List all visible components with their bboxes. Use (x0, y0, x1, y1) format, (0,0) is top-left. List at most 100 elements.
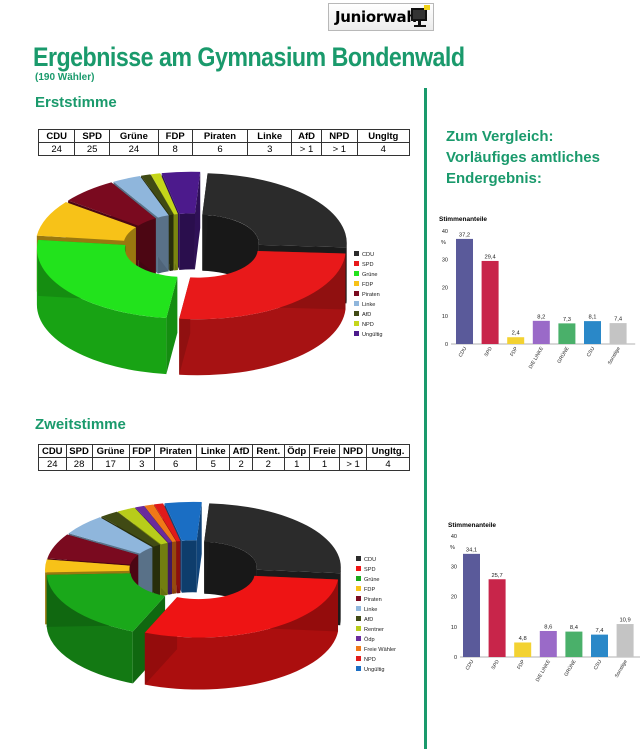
category-label: Sonstige (614, 659, 629, 679)
bar-die-linke (532, 320, 550, 344)
category-label: CSU (593, 659, 604, 671)
slice-top-face (161, 171, 201, 214)
slice-top-face (47, 534, 139, 565)
bar-grüne (558, 323, 576, 344)
category-label: GRÜNE (556, 345, 571, 365)
y-tick-label: 40 (442, 229, 448, 235)
category-label: SPD (490, 659, 501, 671)
bar-value-label: 7,4 (614, 317, 623, 323)
slice-outer-wall (179, 253, 346, 376)
legend-swatch (354, 321, 359, 326)
table-header-cell: AfD (229, 444, 253, 458)
zweitstimme-results-table: CDU SPD Grüne FDP Piraten Linke AfD Rent. Ödp Fre… (38, 444, 411, 471)
y-tick-label: 20 (442, 286, 448, 292)
bar-chart-title: Stimmenanteile (448, 522, 496, 529)
slice-top-face (46, 573, 166, 632)
bar-value-label: 10,9 (619, 618, 630, 624)
table-value-cell: 1 (283, 457, 310, 471)
table-value-cell: > 1 (321, 142, 358, 156)
category-label: CDU (458, 346, 469, 359)
table-value-cell: 24 (37, 142, 76, 156)
slice-top-face (144, 575, 339, 638)
slice-outer-wall (36, 248, 167, 375)
juniorwahl-logo: Juniorwahl (328, 3, 434, 31)
legend-label: Ungültig (362, 332, 383, 338)
donut-legend: CDU SPD Grüne FDP Piraten Linke AfD NPD Ungültig (354, 251, 383, 338)
slice-top-face (150, 173, 178, 215)
slice-end-cap (194, 171, 201, 270)
legend-label: AfD (362, 312, 371, 318)
legend-label: NPD (364, 657, 376, 663)
vote-share-bar-chart: Stimmenanteile 0 10 20 30 40% 34,1 CDU 25,7 SPD 4,… (448, 522, 640, 683)
donut-slice-spd (179, 250, 346, 376)
legend-label: Piraten (362, 292, 380, 298)
legend-swatch (354, 311, 359, 316)
legend-swatch (356, 666, 361, 671)
erststimme-results-table: CDU SPD Grüne FDP Piraten Linke AfD NPD Ungltg 2… (37, 129, 411, 156)
slice-top-face (68, 182, 156, 226)
legend-swatch (356, 586, 361, 591)
y-tick-label: 30 (451, 564, 457, 570)
slice-top-face (113, 176, 169, 218)
bar-cdu (456, 238, 473, 344)
computer-monitor-icon (411, 5, 430, 27)
category-label: CSU (586, 346, 597, 358)
bar-sonstige (616, 624, 634, 657)
erststimme-heading: Erststimme (35, 94, 117, 111)
comparison-line-1: Zum Vergleich: (446, 128, 554, 145)
slice-top-face (164, 501, 202, 541)
category-label: CDU (465, 659, 476, 672)
slice-inner-wall (181, 540, 197, 593)
legend-swatch (356, 636, 361, 641)
category-label: FDP (509, 345, 520, 357)
table-value-cell: 2 (229, 457, 253, 471)
slice-top-face (36, 239, 178, 319)
slice-inner-wall (179, 213, 195, 270)
slice-top-face (202, 173, 347, 248)
legend-swatch (354, 291, 359, 296)
slice-top-face (101, 511, 160, 547)
slice-top-face (36, 202, 136, 241)
table-value-cell: 6 (154, 457, 198, 471)
legend-label: SPD (362, 262, 374, 268)
vote-share-bar-chart: Stimmenanteile 0 10 20 30 40% 37,2 CDU 29,4 SPD 2,… (439, 216, 636, 370)
table-value-cell: 24 (108, 142, 159, 156)
donut-chart (36, 171, 347, 376)
bar-value-label: 8,6 (544, 624, 552, 630)
slice-top-face (153, 503, 181, 542)
bar-grüne (565, 631, 583, 657)
category-label: GRÜNE (563, 658, 578, 678)
legend-label: Linke (362, 302, 375, 308)
bar-value-label: 8,1 (588, 315, 596, 321)
table-value-cell: 3 (128, 457, 156, 471)
y-tick-label: 20 (451, 595, 457, 601)
bar-value-label: 7,4 (595, 628, 604, 634)
logo-text: Juniorwahl (335, 8, 422, 26)
bar-fdp (514, 642, 532, 657)
bar-sonstige (609, 323, 627, 344)
slice-top-face (179, 251, 346, 320)
bar-value-label: 7,3 (563, 317, 571, 323)
legend-swatch (354, 331, 359, 336)
legend-label: CDU (362, 252, 374, 258)
slice-outer-wall (340, 567, 341, 626)
legend-label: Piraten (364, 597, 382, 603)
y-tick-label: 0 (454, 655, 457, 661)
legend-swatch (354, 251, 359, 256)
bar-value-label: 4,8 (519, 636, 527, 642)
comparison-heading: Zum Vergleich: Vorläufiges amtliches End… (446, 126, 600, 189)
table-value-cell: 1 (308, 457, 341, 471)
legend-label: SPD (364, 567, 376, 573)
legend-swatch (356, 616, 361, 621)
y-axis-unit: % (450, 545, 455, 551)
slice-outer-wall (144, 579, 339, 690)
bar-fdp (507, 337, 525, 344)
bar-value-label: 34,1 (466, 547, 477, 553)
zweitstimme-heading: Zweitstimme (35, 416, 126, 433)
bar-value-label: 29,4 (484, 254, 496, 260)
legend-swatch (356, 656, 361, 661)
legend-swatch (356, 646, 361, 651)
slice-top-face (117, 507, 168, 545)
y-tick-label: 10 (442, 314, 448, 320)
